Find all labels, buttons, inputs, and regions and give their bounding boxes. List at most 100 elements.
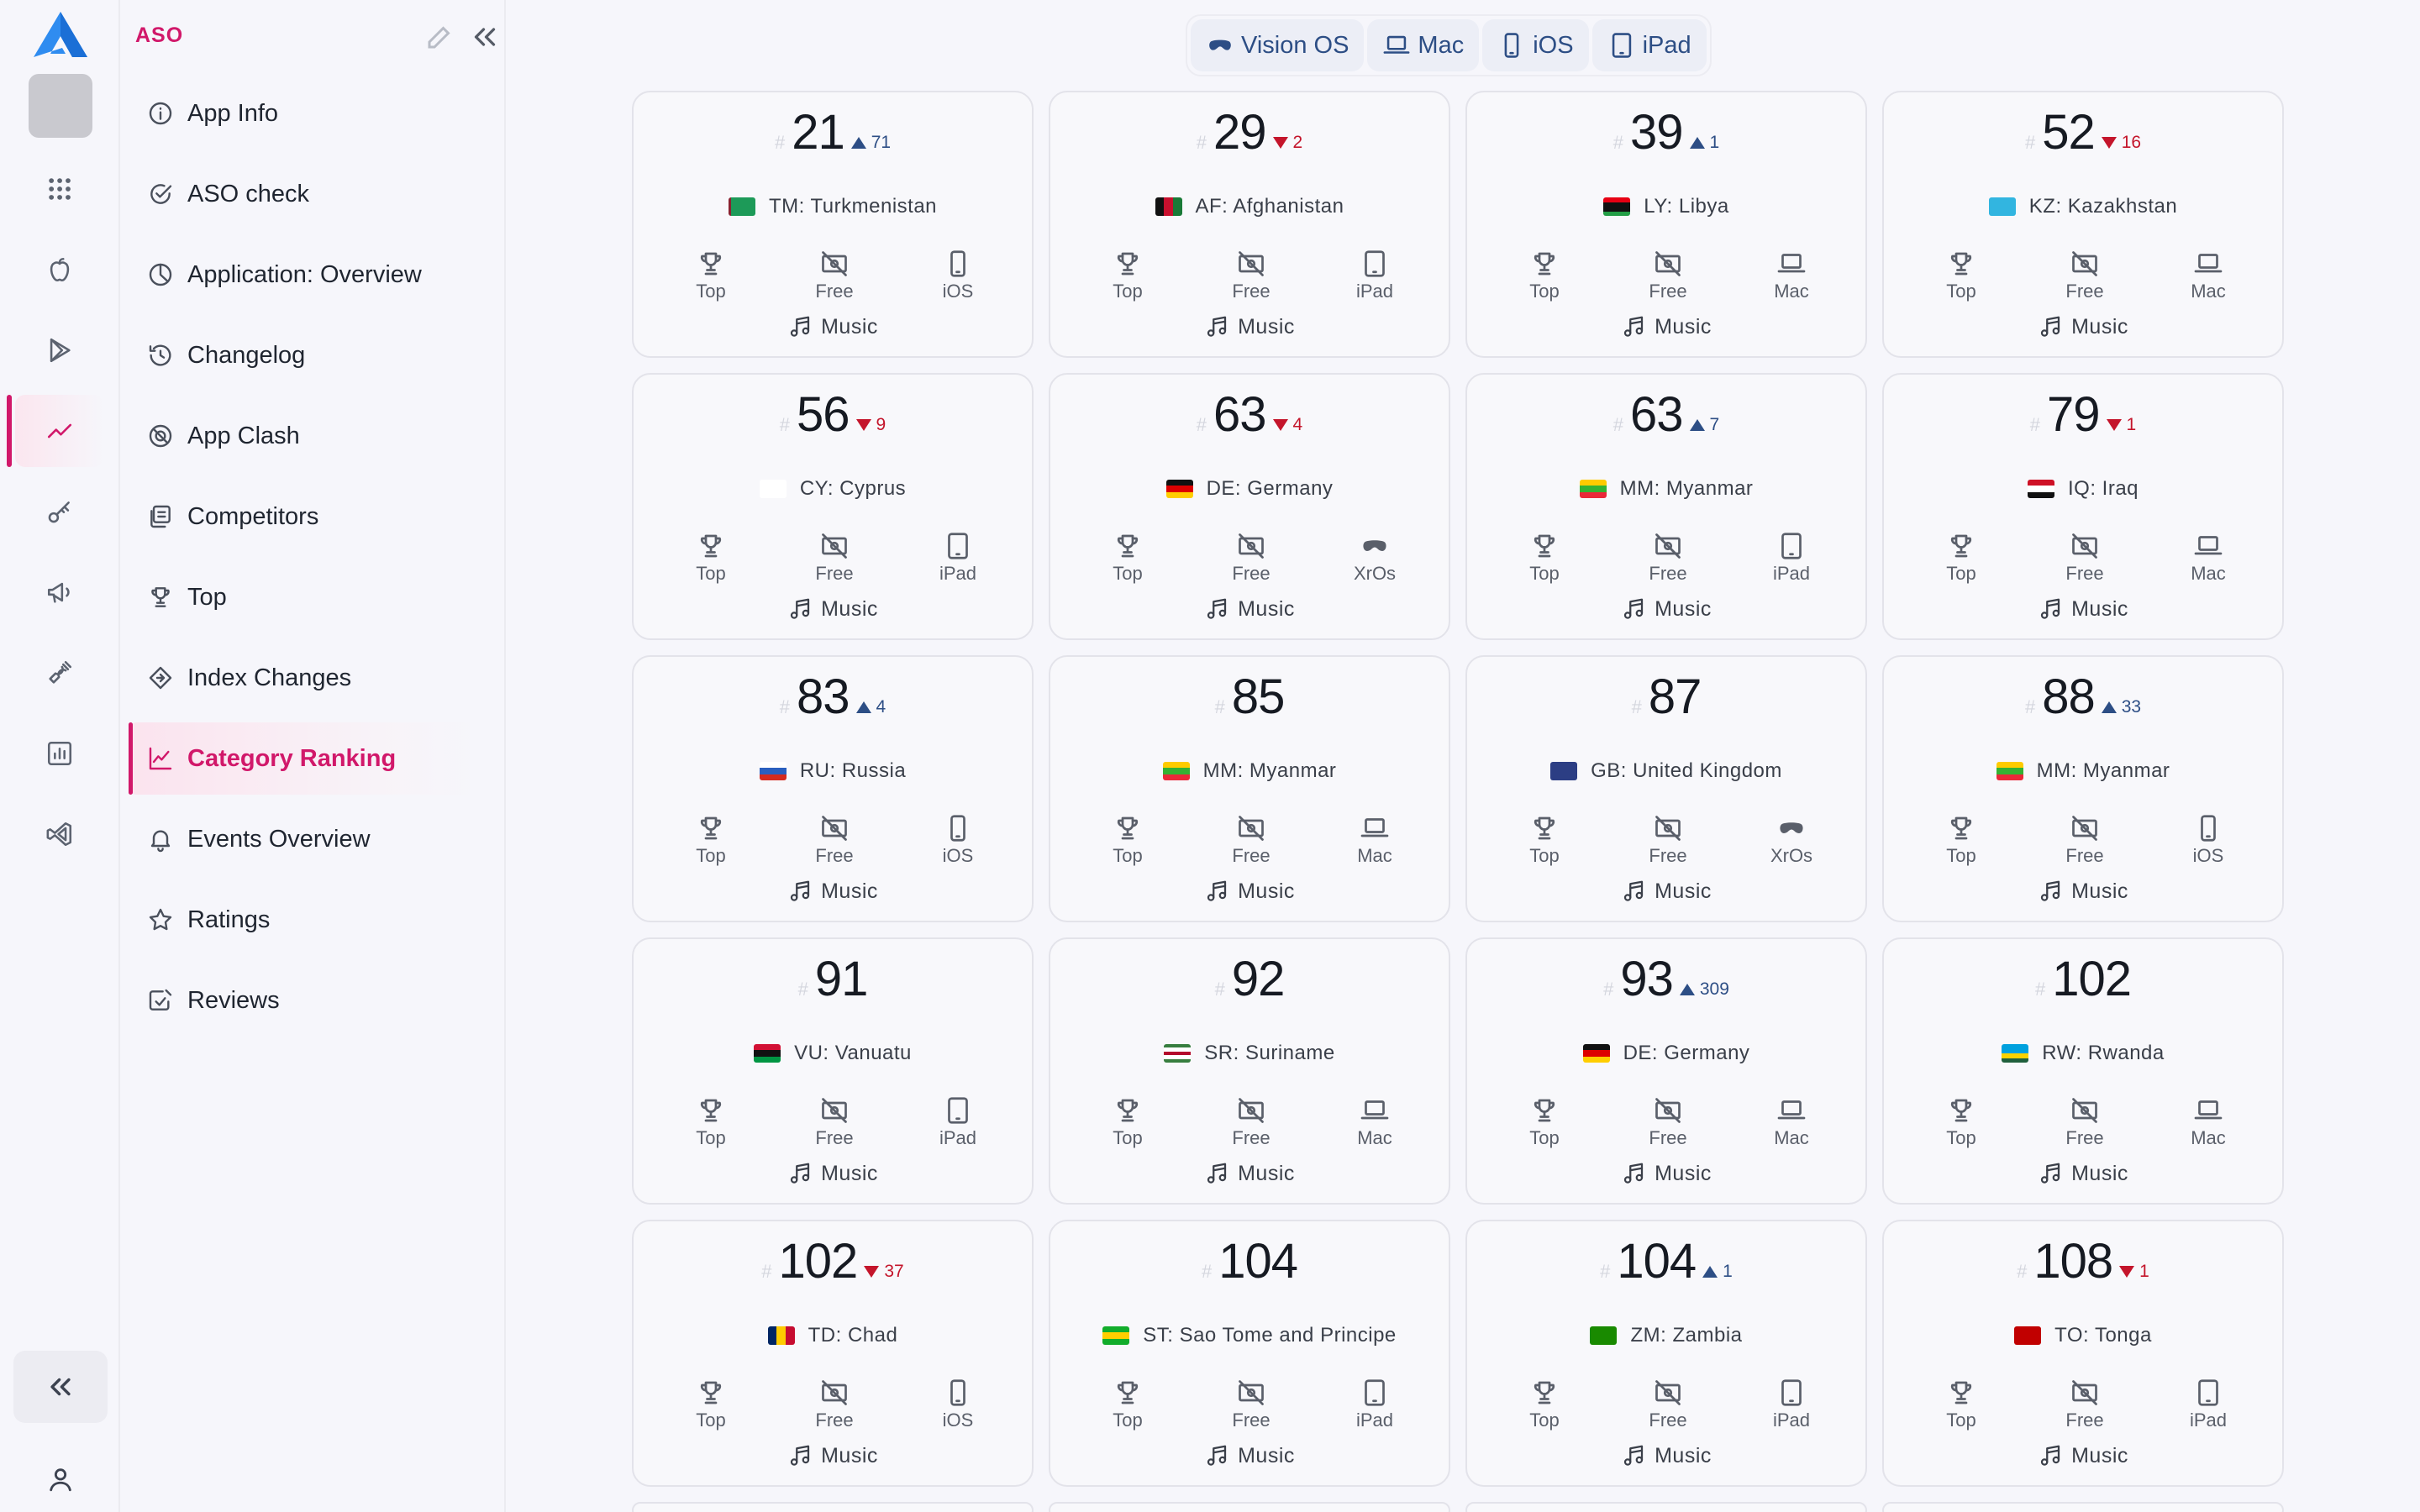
device: XrOs [1333, 531, 1417, 585]
sidebar-item-index-changes[interactable]: Index Changes [129, 642, 481, 714]
price-free: Free [792, 1378, 876, 1431]
ranking-card[interactable]: #104 1 ZM: Zambia Top Free iPad Music [1465, 1220, 1867, 1487]
sidebar-item-events-overview[interactable]: Events Overview [129, 803, 481, 875]
trophy-icon [1534, 1099, 1555, 1122]
ranking-card[interactable]: #63 7 MM: Myanmar Top Free iPad Music [1465, 373, 1867, 640]
app-avatar[interactable] [29, 74, 92, 138]
country: KZ: Kazakhstan [1884, 195, 2282, 218]
ranking-card[interactable]: #92 SR: Suriname Top Free Mac Music [1049, 937, 1450, 1205]
no-money-icon [1655, 533, 1681, 559]
trophy-icon [1117, 816, 1139, 840]
rank-change-value: 2 [1292, 133, 1303, 152]
genre: Music [634, 1443, 1032, 1468]
ranking-card[interactable]: #93 309 DE: Germany Top Free Mac Music [1465, 937, 1867, 1205]
tab-ios[interactable]: iOS [1482, 19, 1589, 71]
sidebar-item-app-info[interactable]: App Info [129, 77, 481, 150]
sidebar-item-ratings[interactable]: Ratings [129, 884, 481, 956]
music-icon [790, 1445, 810, 1466]
ranking-card[interactable]: #52 16 KZ: Kazakhstan Top Free Mac Music [1882, 91, 2284, 358]
ranking-card[interactable]: #108 1 TO: Tonga Top Free iPad Music [1882, 1220, 2284, 1487]
country: TO: Tonga [1884, 1324, 2282, 1347]
rail-item-key[interactable] [15, 475, 104, 548]
tab-vision-os[interactable]: Vision OS [1191, 19, 1365, 71]
hash-icon: # [1214, 696, 1225, 717]
price-free: Free [792, 249, 876, 302]
rank-change-value: 71 [871, 133, 892, 152]
chart-top: Top [1919, 249, 2003, 302]
no-money-icon [2072, 533, 2097, 559]
tab-ipad[interactable]: iPad [1591, 19, 1707, 71]
ranking-card[interactable]: #88 33 MM: Myanmar Top Free iOS Music [1882, 655, 2284, 922]
device: iOS [916, 813, 1000, 867]
flag-st-icon [1102, 1326, 1130, 1345]
rank-change: 1 [1689, 133, 1719, 153]
rank-value: 63 [1630, 387, 1684, 442]
ranking-card[interactable]: #79 1 IQ: Iraq Top Free Mac Music [1882, 373, 2284, 640]
price-free-label: Free [815, 281, 854, 302]
ranking-card[interactable]: #102 37 TD: Chad Top Free iOS Music [632, 1220, 1034, 1487]
sidebar-item-category-ranking[interactable]: Category Ranking [129, 722, 481, 795]
sidebar-item-competitors[interactable]: Competitors [129, 480, 481, 553]
ranking-card[interactable]: #21 71 TM: Turkmenistan Top Free iOS Music [632, 91, 1034, 358]
hash-icon: # [1612, 414, 1624, 435]
rail-item-google-play[interactable] [15, 314, 104, 386]
tab-mac[interactable]: Mac [1367, 19, 1480, 71]
rail-item-megaphone[interactable] [15, 556, 104, 628]
rank-header: #39 1 [1467, 104, 1865, 163]
sidebar-item-app-clash[interactable]: App Clash [129, 400, 481, 472]
sidebar-item-application-overview[interactable]: Application: Overview [129, 239, 481, 311]
ranking-card[interactable]: #91 VU: Vanuatu Top Free iPad Music [632, 937, 1034, 1205]
rank-header: #92 [1050, 951, 1449, 1010]
chart-top-label: Top [696, 1410, 726, 1431]
ranking-card[interactable]: #56 9 CY: Cyprus Top Free iPad Music [632, 373, 1034, 640]
app-logo-icon[interactable] [32, 10, 89, 59]
sidebar-item-top[interactable]: Top [129, 561, 481, 633]
sidebar-item-reviews[interactable]: Reviews [129, 964, 481, 1037]
genre-label: Music [1238, 1161, 1295, 1185]
rail-item-apps-grid[interactable] [15, 153, 104, 225]
rank-header: #102 37 [634, 1233, 1032, 1292]
rail-item-report[interactable] [15, 717, 104, 790]
sidebar-item-changelog[interactable]: Changelog [129, 319, 481, 391]
collapse-rail-button[interactable] [13, 1351, 108, 1423]
genre: Music [634, 314, 1032, 339]
trophy-icon [700, 816, 722, 840]
rank-change-value: 1 [2139, 1262, 2149, 1281]
chart-top: Top [669, 1095, 753, 1149]
rank-value: 104 [1218, 1234, 1298, 1289]
rail-item-vscode[interactable] [15, 798, 104, 870]
sidebar-item-label: Top [187, 583, 227, 611]
ranking-card[interactable]: #102 RW: Rwanda Top Free Mac Music [1882, 937, 2284, 1205]
ranking-card[interactable]: #39 1 LY: Libya Top Free Mac Music [1465, 91, 1867, 358]
device-label: Mac [1357, 845, 1392, 866]
sidebar-item-aso-check[interactable]: ASO check [129, 158, 481, 230]
rail-item-tools[interactable] [15, 637, 104, 709]
device-label: iPad [2189, 1410, 2228, 1431]
profile-button[interactable] [30, 1449, 91, 1509]
chart-top-label: Top [1946, 845, 1976, 866]
ranking-card[interactable]: #83 4 RU: Russia Top Free iOS Music [632, 655, 1034, 922]
arrow-up-icon [1689, 137, 1705, 149]
price-free: Free [2043, 1095, 2127, 1149]
ranking-card[interactable]: #104 ST: Sao Tome and Principe Top Free iPad… [1049, 1220, 1450, 1487]
edit-button[interactable] [424, 22, 455, 52]
rail-item-trending[interactable] [7, 395, 104, 467]
rank-change: 1 [2119, 1262, 2149, 1282]
ranking-card[interactable]: #85 MM: Myanmar Top Free Mac Music [1049, 655, 1450, 922]
tab-label: iOS [1533, 31, 1574, 59]
device: Mac [1749, 249, 1833, 302]
hash-icon: # [2024, 696, 2036, 717]
flag-af-icon [1155, 197, 1182, 216]
chart-top: Top [1086, 531, 1170, 585]
ranking-card[interactable]: #29 2 AF: Afghanistan Top Free iPad Music [1049, 91, 1450, 358]
trending-icon [47, 423, 72, 438]
collapse-sidebar-button[interactable] [470, 22, 500, 52]
price-free: Free [1626, 1095, 1710, 1149]
ranking-card[interactable]: #63 4 DE: Germany Top Free XrOs Music [1049, 373, 1450, 640]
ranking-card[interactable]: #87 GB: United Kingdom Top Free XrOs Music [1465, 655, 1867, 922]
icon-rail [0, 0, 120, 1512]
card-peek [1465, 1502, 1867, 1512]
rail-item-apple[interactable] [15, 234, 104, 306]
tablet-icon [2198, 1379, 2218, 1406]
music-icon [2040, 1163, 2060, 1184]
